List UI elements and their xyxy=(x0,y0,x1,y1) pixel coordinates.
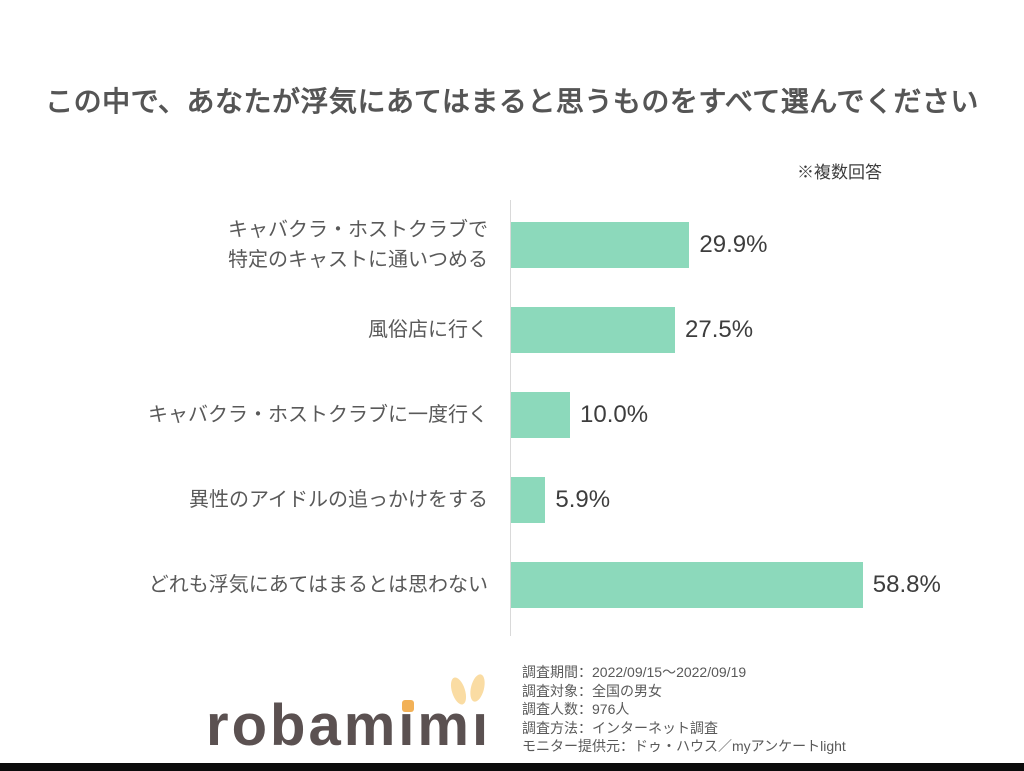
logo-letter: m xyxy=(343,693,399,758)
survey-period-line: 調査期間：2022/09/15～2022/09/19 xyxy=(522,664,747,680)
bar-category-label: 異性のアイドルの追っかけをする xyxy=(189,488,488,511)
logo-letter: r xyxy=(206,693,232,758)
logo-i-orange-dot: ı xyxy=(398,693,418,758)
bar-category-label: キャバクラ・ホストクラブに一度行く xyxy=(148,403,488,426)
bar-chart: キャバクラ・ホストクラブで 特定のキャストに通いつめる 29.9% 風俗店に行く 27.… xyxy=(0,202,1024,627)
logo-letter: b xyxy=(270,693,309,758)
bar-value-label: 27.5% xyxy=(685,315,754,343)
bar xyxy=(510,561,863,608)
bar-row: どれも浮気にあてはまるとは思わない 58.8% xyxy=(0,542,1024,627)
bar-value-label: 58.8% xyxy=(872,570,941,598)
survey-method-line: 調査方法：インターネット調査 xyxy=(522,719,718,736)
bar-row: 風俗店に行く 27.5% xyxy=(0,287,1024,372)
logo-i-donkey-ears-icon: ı xyxy=(472,693,492,758)
bottom-accent-bar xyxy=(0,763,1024,771)
y-axis-line xyxy=(510,200,511,636)
bar-category-label: 風俗店に行く xyxy=(368,318,488,341)
bar-value-label: 10.0% xyxy=(580,400,649,428)
bar-row: キャバクラ・ホストクラブで 特定のキャストに通いつめる 29.9% xyxy=(0,202,1024,287)
robamimi-logo: robamımı xyxy=(206,697,491,755)
survey-monitor-line: モニター提供元：ドゥ・ハウス／myアンケートlight xyxy=(522,738,846,755)
bar xyxy=(510,221,690,268)
bar xyxy=(510,306,675,353)
bar-value-label: 5.9% xyxy=(555,485,611,513)
survey-details: 調査期間：2022/09/15～2022/09/19 調査対象：全国の男女 調査… xyxy=(522,663,846,756)
bar xyxy=(510,476,546,523)
chart-title: この中で、あなたが浮気にあてはまると思うものをすべて選んでください xyxy=(45,86,979,117)
logo-letter: m xyxy=(417,693,472,758)
bar-row: キャバクラ・ホストクラブに一度行く 10.0% xyxy=(0,372,1024,457)
bar-value-label: 29.9% xyxy=(699,230,768,258)
logo-letter: a xyxy=(308,693,344,758)
survey-count-line: 調査人数：976人 xyxy=(522,701,630,718)
logo-letter: o xyxy=(231,693,271,758)
survey-target-line: 調査対象：全国の男女 xyxy=(522,682,662,699)
multiple-answer-note: ※複数回答 xyxy=(797,163,882,182)
bar-category-label: どれも浮気にあてはまるとは思わない xyxy=(148,573,488,596)
bar-category-label: キャバクラ・ホストクラブで 特定のキャストに通いつめる xyxy=(228,218,488,271)
bar xyxy=(510,391,570,438)
bar-row: 異性のアイドルの追っかけをする 5.9% xyxy=(0,457,1024,542)
